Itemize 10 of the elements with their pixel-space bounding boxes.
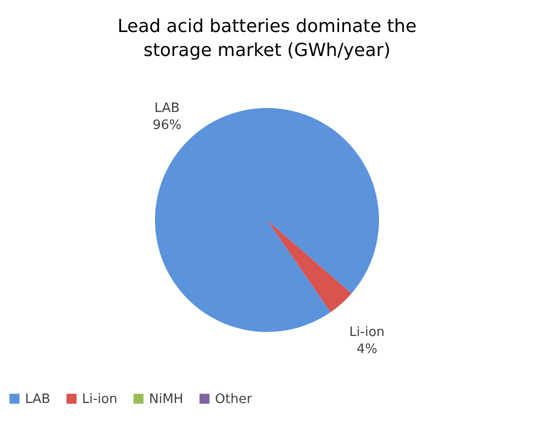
slice-label: LAB: [154, 101, 180, 116]
chart-title: Lead acid batteries dominate the storage market (GWh/year): [117, 16, 417, 61]
slice-label: Li-ion: [349, 324, 385, 340]
data-label: 4%: [356, 342, 378, 357]
legend-label: Li-ion: [82, 392, 118, 407]
data-label: 96%: [152, 118, 182, 134]
legend-label: Other: [215, 392, 253, 407]
legend-label: LAB: [25, 392, 50, 407]
pie-slice: [267, 220, 352, 312]
legend-label: NiMH: [149, 392, 184, 407]
